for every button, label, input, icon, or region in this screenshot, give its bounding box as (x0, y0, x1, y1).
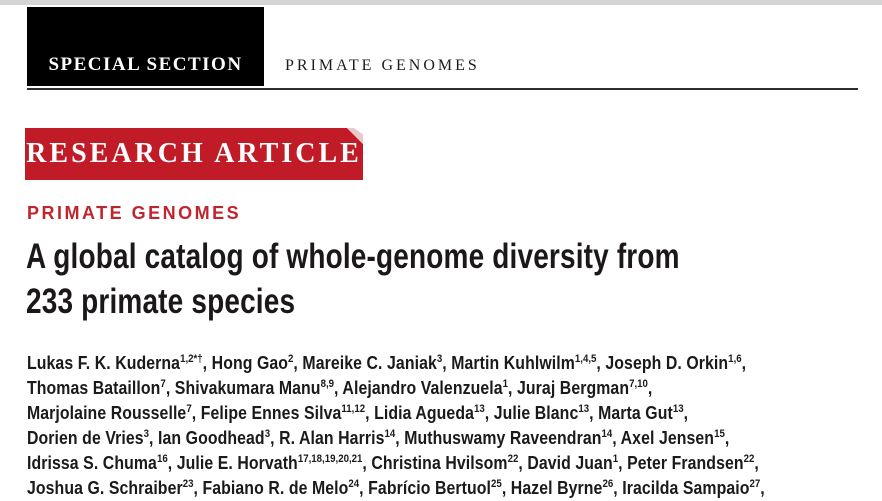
affiliation-superscript: 14 (384, 428, 396, 440)
affiliation-superscript: 22 (743, 453, 755, 465)
affiliation-superscript: 3 (436, 353, 443, 365)
window-top-strip (0, 0, 882, 5)
affiliation-superscript: 1 (502, 378, 509, 390)
affiliation-superscript: 7 (186, 403, 192, 415)
affiliation-superscript: 1,2*† (180, 353, 203, 365)
article-title-line1: A global catalog of whole-genome diversi… (26, 237, 680, 276)
affiliation-superscript: 3 (143, 428, 150, 440)
research-article-banner-label: RESEARCH ARTICLE (26, 138, 362, 169)
article-title: A global catalog of whole-genome diversi… (26, 234, 843, 324)
affiliation-superscript: 7,10 (629, 378, 648, 390)
author-line: Marjolaine Rousselle7, Felipe Ennes Silv… (27, 403, 689, 423)
affiliation-superscript: 11,12 (341, 403, 366, 415)
affiliation-superscript: 25 (491, 478, 502, 490)
affiliation-superscript: 13 (578, 403, 590, 415)
author-line-clipped: Joshua G. Schraiber23, Fabiano R. de Mel… (27, 478, 765, 498)
affiliation-superscript: 8,9 (320, 378, 335, 390)
affiliation-superscript: 7 (160, 378, 166, 390)
research-article-banner: RESEARCH ARTICLE (25, 128, 363, 180)
special-section-banner: SPECIAL SECTION (27, 7, 264, 86)
author-line: Dorien de Vries3, Ian Goodhead3, R. Alan… (27, 428, 730, 448)
affiliation-superscript: 1,4,5 (574, 353, 597, 365)
affiliation-superscript: 23 (182, 478, 194, 490)
masthead-section-title: PRIMATE GENOMES (285, 7, 480, 86)
affiliation-superscript: 22 (507, 453, 519, 465)
affiliation-superscript: 14 (601, 428, 613, 440)
affiliation-superscript: 3 (264, 428, 271, 440)
article-section-label: PRIMATE GENOMES (27, 203, 242, 223)
affiliation-superscript: 2 (288, 353, 294, 365)
author-line: Lukas F. K. Kuderna1,2*†, Hong Gao2, Mar… (27, 353, 747, 373)
masthead-divider-rule (27, 88, 858, 90)
masthead-section-title-text: PRIMATE GENOMES (285, 57, 480, 74)
author-line: Idrissa S. Chuma16, Julie E. Horvath17,1… (27, 453, 759, 473)
special-section-label: SPECIAL SECTION (48, 54, 243, 75)
author-line: Thomas Bataillon7, Shivakumara Manu8,9, … (27, 378, 653, 398)
affiliation-superscript: 26 (602, 478, 614, 490)
affiliation-superscript: 16 (156, 453, 168, 465)
affiliation-superscript: 27 (749, 478, 761, 490)
affiliation-superscript: 13 (672, 403, 684, 415)
article-title-line2: 233 primate species (26, 282, 296, 321)
affiliation-superscript: 17,18,19,20,21 (297, 453, 363, 465)
author-lines: Lukas F. K. Kuderna1,2*†, Hong Gao2, Mar… (27, 351, 865, 501)
affiliation-superscript: 15 (714, 428, 725, 440)
affiliation-superscript: 13 (473, 403, 485, 415)
affiliation-superscript: 24 (348, 478, 360, 490)
affiliation-superscript: 1 (612, 453, 619, 465)
affiliation-superscript: 1,6 (728, 353, 742, 365)
